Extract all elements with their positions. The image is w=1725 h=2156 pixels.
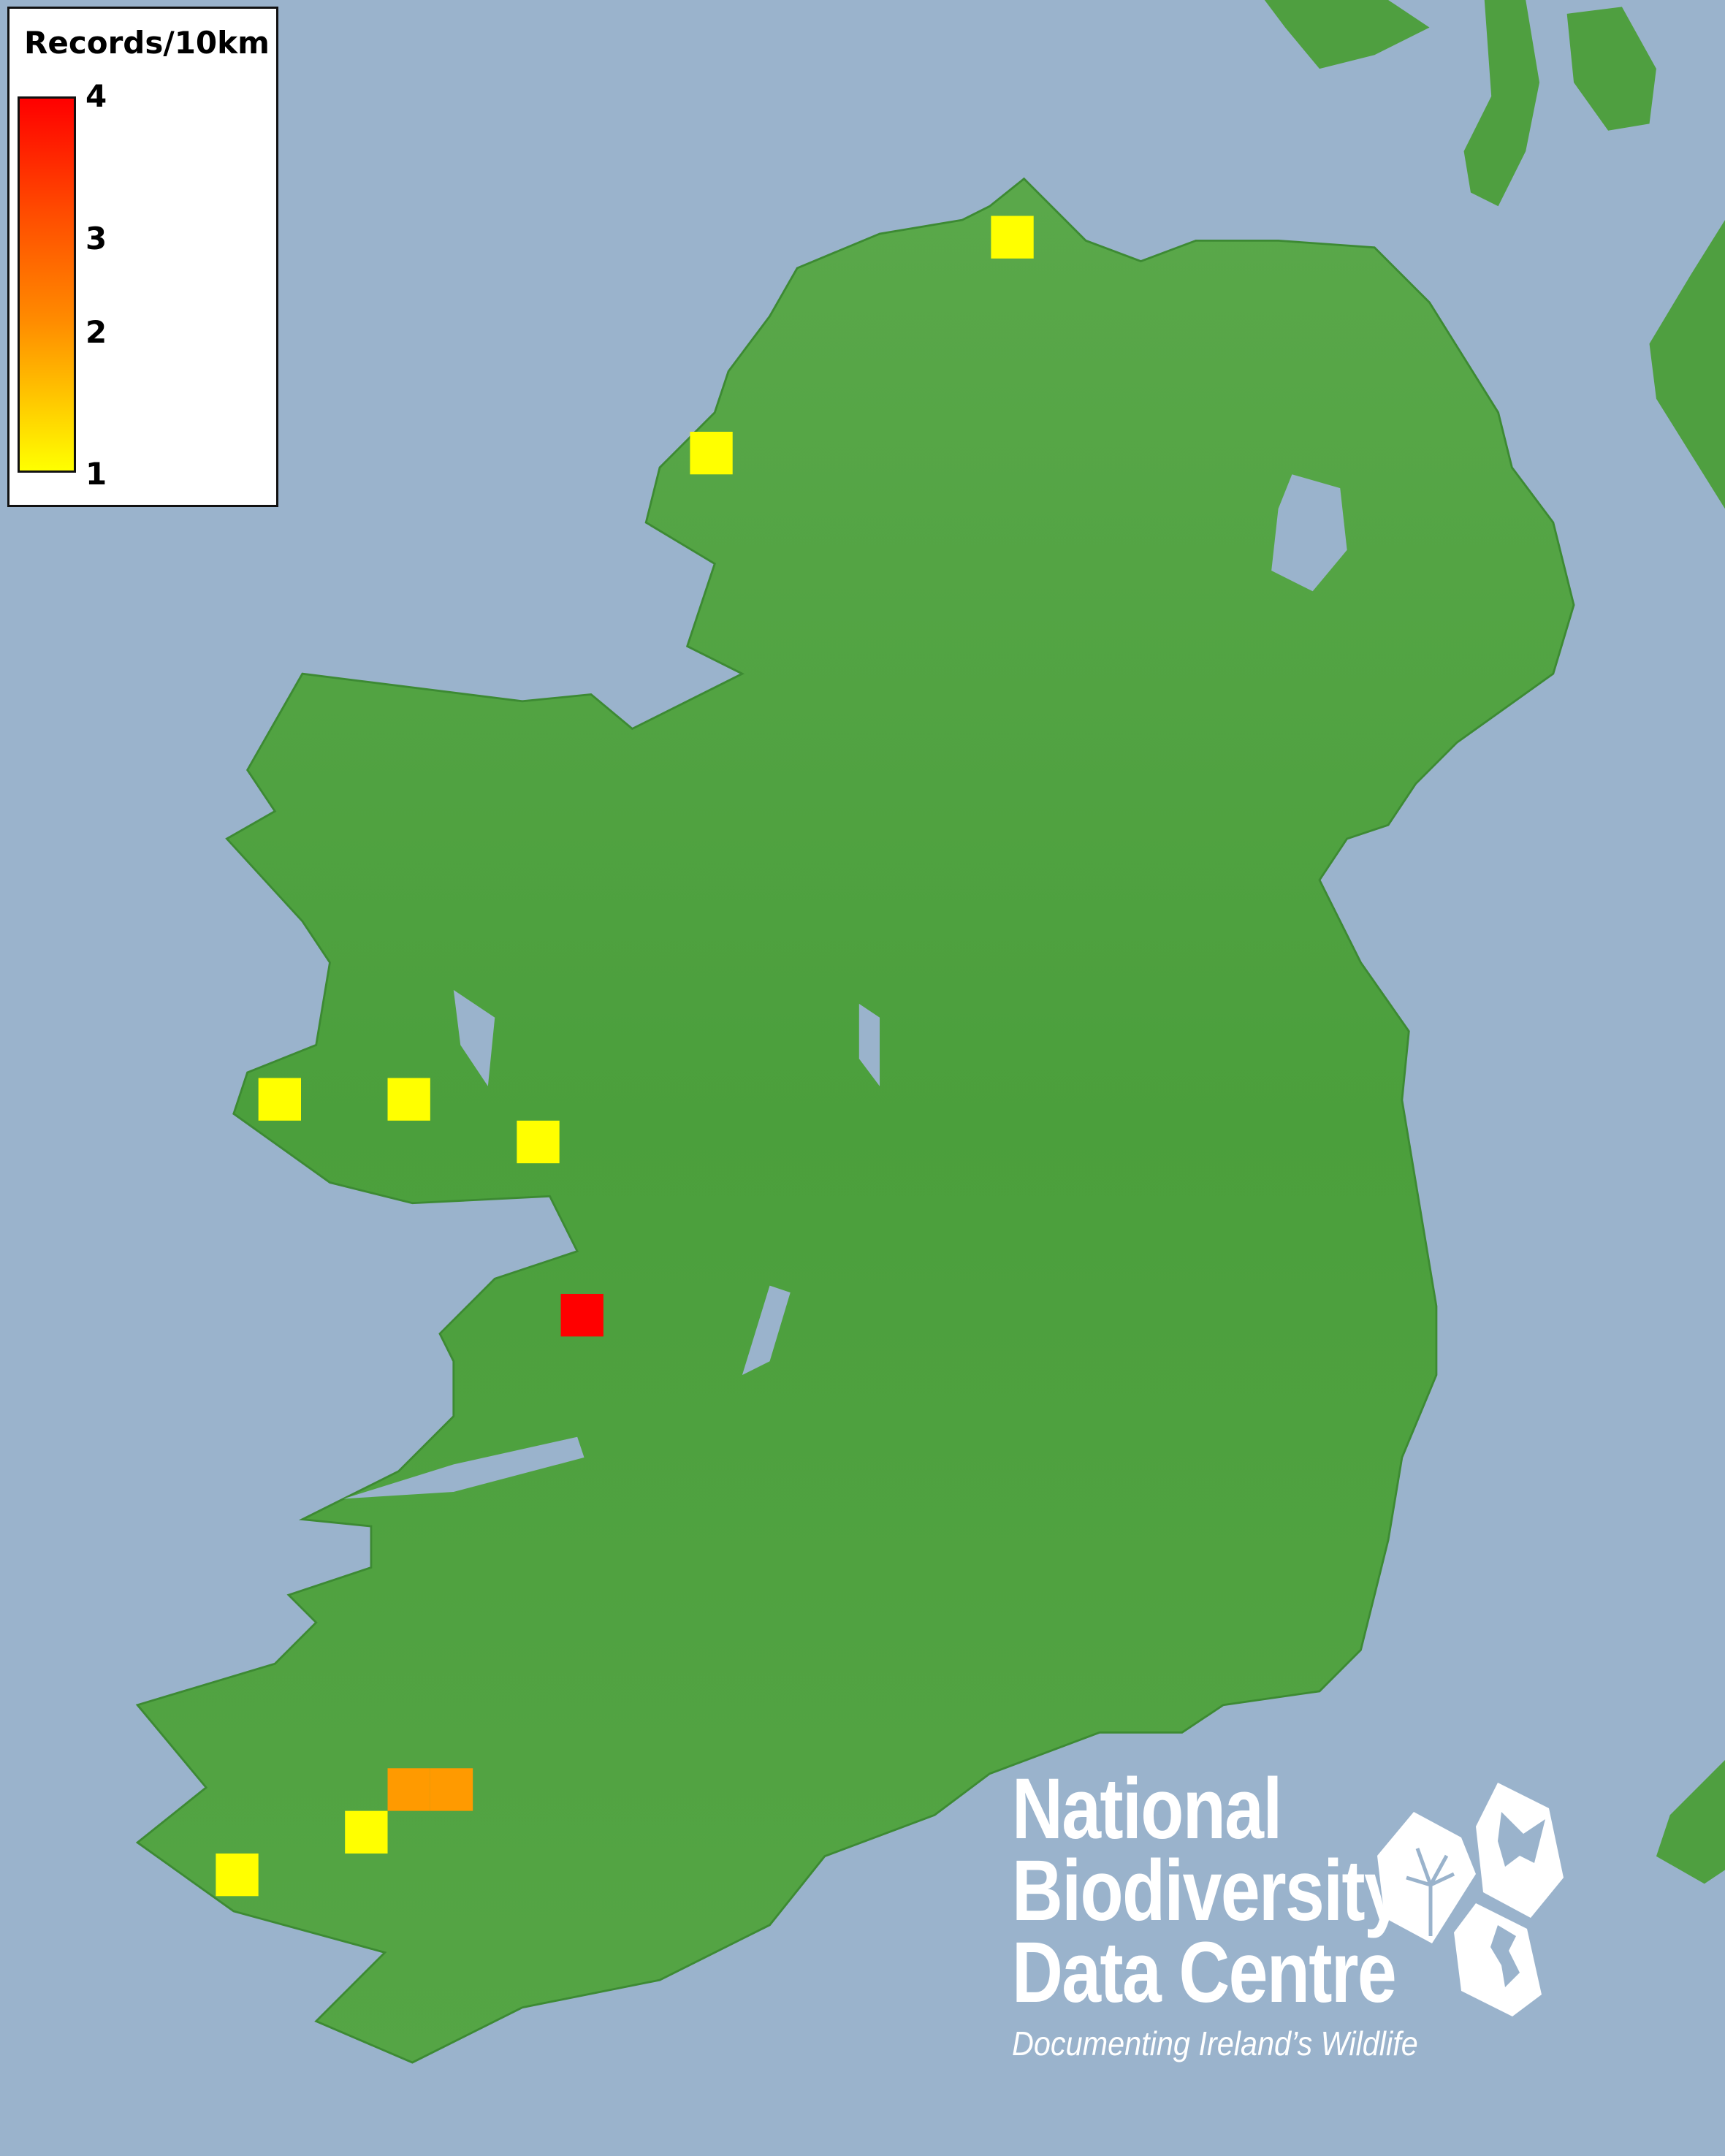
record-square [387, 1768, 430, 1811]
scotland-coast [1264, 0, 1725, 1884]
logo-line-3: Data Centre [1012, 1924, 1397, 2021]
legend-title: Records/10km [24, 25, 270, 61]
record-square [387, 1078, 430, 1121]
record-square [345, 1810, 388, 1854]
shannon-estuary [343, 1436, 584, 1499]
record-square [216, 1853, 259, 1897]
record-square [258, 1078, 301, 1121]
lough-derg [742, 1285, 791, 1376]
legend-tick-4: 4 [85, 78, 107, 114]
butterfly-icon [1476, 1783, 1564, 1918]
logo-line-1: National [1012, 1761, 1282, 1857]
legend-tick-1: 1 [85, 456, 107, 492]
logo-line-2: Biodiversity [1012, 1843, 1404, 1939]
record-squares [216, 216, 1034, 1897]
legend-tick-3: 3 [85, 221, 107, 256]
lough-ree [858, 1003, 880, 1086]
legend: Records/10km 4 3 2 1 [7, 7, 278, 507]
lakes [343, 474, 1347, 1499]
record-square [560, 1293, 603, 1337]
record-square [690, 431, 733, 475]
record-square [430, 1768, 473, 1811]
legend-color-bar [18, 96, 76, 473]
lough-neagh [1271, 474, 1347, 592]
nbdc-logo: National Biodiversity Data Centre Docume… [1012, 1761, 1488, 2063]
ireland-landmass [135, 177, 1575, 2064]
record-square [517, 1120, 560, 1164]
legend-tick-2: 2 [85, 314, 107, 350]
record-square [991, 216, 1034, 259]
logo-tagline: Documenting Ireland’s Wildlife [1012, 2024, 1418, 2062]
tree-icon [1377, 1812, 1476, 1943]
seahorse-icon [1454, 1903, 1542, 2016]
logo-emblem [1377, 1783, 1564, 2016]
lough-corrib [453, 990, 495, 1086]
